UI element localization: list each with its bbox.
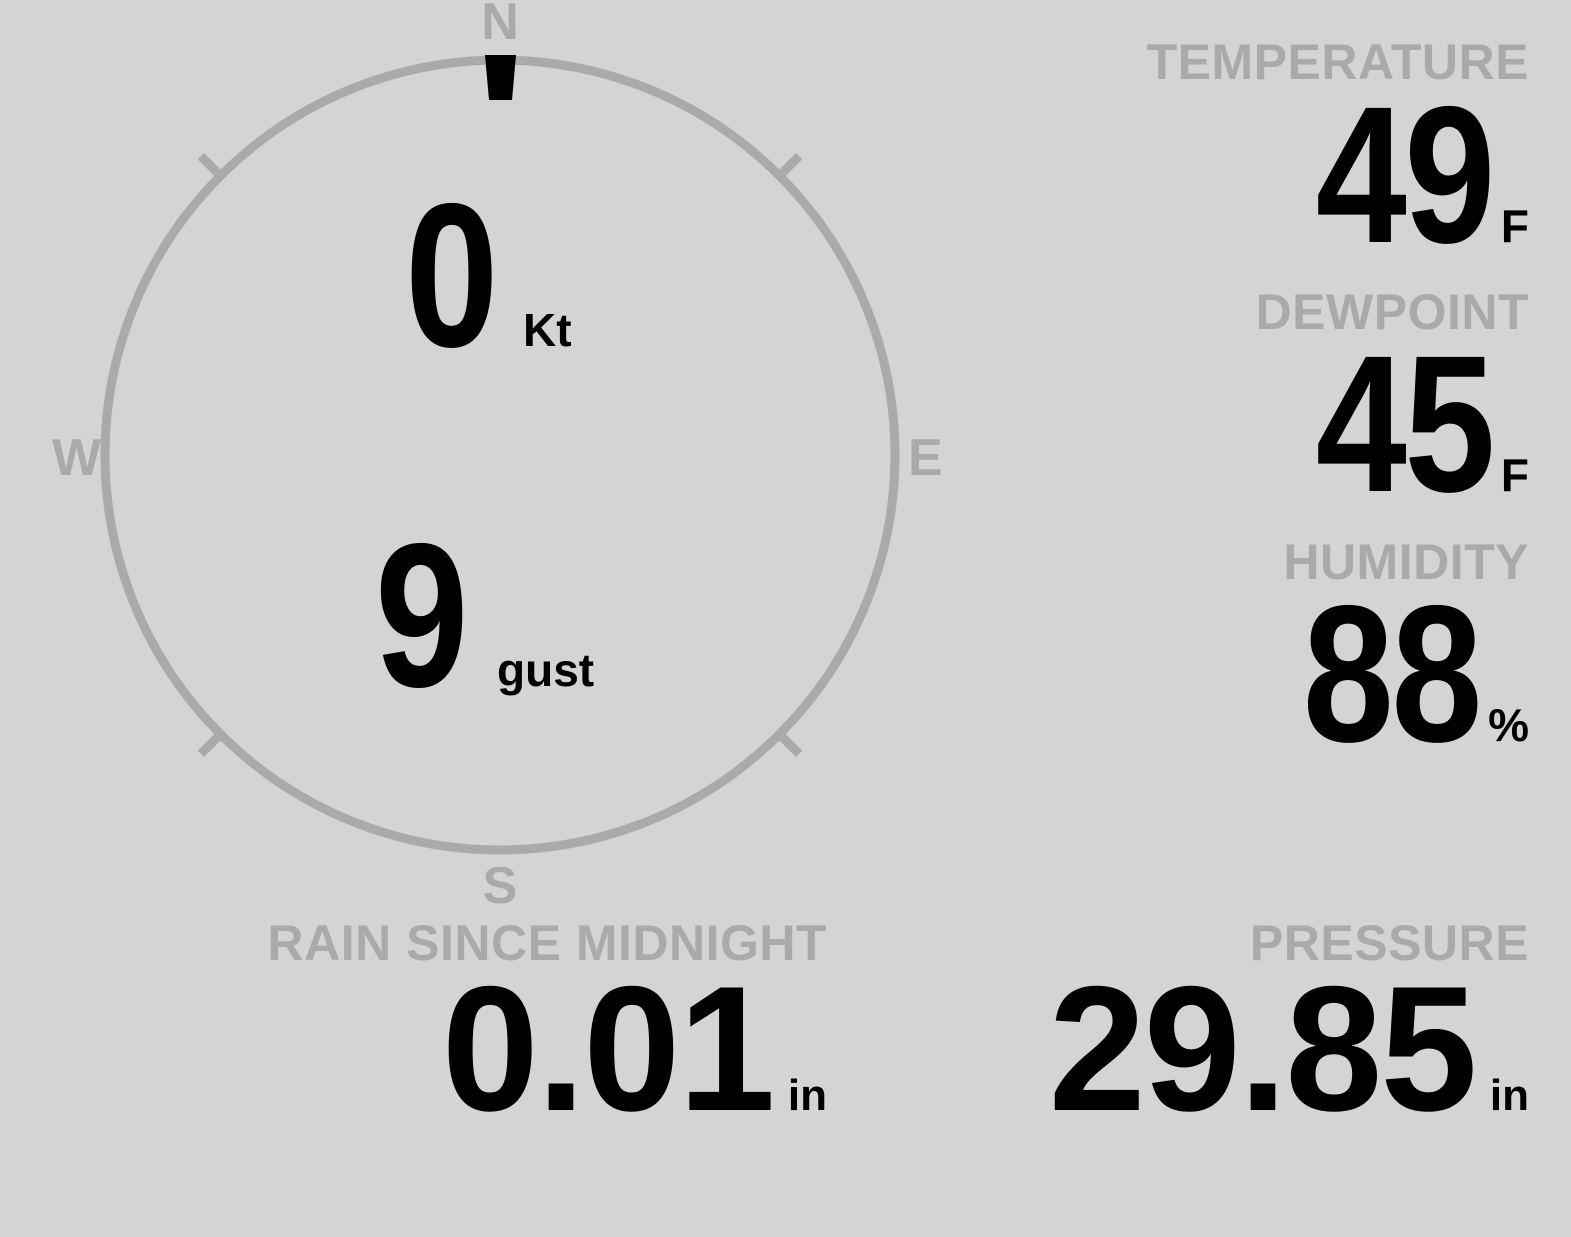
humidity-readout: 88 % bbox=[1009, 565, 1529, 783]
compass-label-south: S bbox=[482, 857, 518, 915]
temperature-label: TEMPERATURE bbox=[1146, 34, 1529, 90]
metric-rain: RAIN SINCE MIDNIGHT 0.01 in bbox=[0, 915, 845, 1148]
metric-humidity: HUMIDITY 88 % bbox=[1009, 533, 1529, 783]
wind-speed-readout: 0 Kt bbox=[405, 161, 572, 390]
wind-compass-dial: N S W E 0 Kt 9 gust bbox=[0, 0, 1000, 915]
wind-direction-marker-icon bbox=[485, 55, 516, 100]
metric-dewpoint: DEWPOINT 45 F bbox=[1009, 283, 1529, 534]
metric-temperature: TEMPERATURE 49 F bbox=[1009, 34, 1529, 284]
compass-ring-graphic bbox=[100, 55, 900, 855]
metrics-column: TEMPERATURE 49 F DEWPOINT 45 F HUMIDITY … bbox=[1009, 36, 1529, 785]
compass-label-east: E bbox=[908, 429, 943, 487]
pressure-label: PRESSURE bbox=[1249, 915, 1529, 972]
pressure-value: 29.85 bbox=[1049, 948, 1478, 1148]
dewpoint-value: 45 bbox=[1315, 315, 1496, 534]
metric-pressure: PRESSURE 29.85 in bbox=[845, 915, 1571, 1148]
wind-speed-value: 0 bbox=[405, 161, 498, 390]
compass-label-north: N bbox=[481, 0, 519, 51]
compass-tick-marks bbox=[197, 153, 803, 757]
temperature-value: 49 bbox=[1315, 65, 1496, 284]
pressure-readout: 29.85 in bbox=[845, 948, 1529, 1148]
wind-gust-unit: gust bbox=[497, 644, 595, 696]
humidity-unit: % bbox=[1488, 699, 1529, 751]
wind-speed-unit: Kt bbox=[523, 304, 572, 356]
rain-label: RAIN SINCE MIDNIGHT bbox=[267, 915, 827, 972]
wind-gust-value: 9 bbox=[375, 501, 468, 730]
rain-unit: in bbox=[787, 1070, 827, 1120]
rain-readout: 0.01 in bbox=[0, 948, 827, 1148]
compass-ring-icon bbox=[100, 55, 900, 855]
humidity-value: 88 bbox=[1302, 565, 1483, 783]
temperature-unit: F bbox=[1500, 199, 1529, 252]
dewpoint-unit: F bbox=[1500, 449, 1529, 502]
pressure-unit: in bbox=[1489, 1070, 1529, 1120]
humidity-label: HUMIDITY bbox=[1283, 533, 1529, 590]
compass-label-west: W bbox=[52, 429, 102, 487]
dewpoint-label: DEWPOINT bbox=[1255, 283, 1529, 340]
dewpoint-readout: 45 F bbox=[1009, 315, 1529, 534]
temperature-readout: 49 F bbox=[1009, 65, 1529, 284]
wind-gust-readout: 9 gust bbox=[375, 501, 595, 730]
bottom-metrics-row: RAIN SINCE MIDNIGHT 0.01 in PRESSURE 29.… bbox=[0, 915, 1571, 1148]
rain-value: 0.01 bbox=[442, 948, 776, 1148]
